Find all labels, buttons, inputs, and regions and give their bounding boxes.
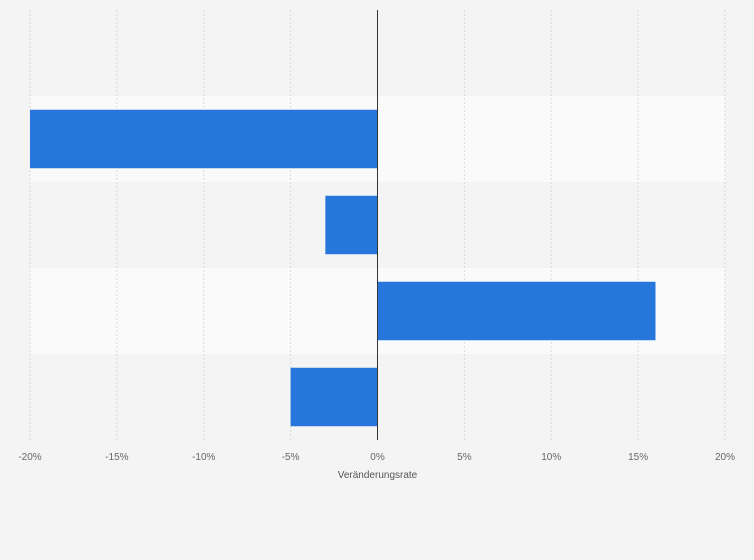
bar xyxy=(325,195,378,255)
x-tick-label: -20% xyxy=(18,452,41,463)
bar xyxy=(30,109,378,169)
x-tick-label: 5% xyxy=(457,452,472,463)
x-tick-label: -15% xyxy=(105,452,128,463)
x-tick-label: -5% xyxy=(282,452,300,463)
x-tick-label: 10% xyxy=(541,452,561,463)
x-axis-title: Veränderungsrate xyxy=(338,470,418,481)
x-tick-label: 0% xyxy=(370,452,385,463)
x-tick-label: 15% xyxy=(628,452,648,463)
bar xyxy=(377,281,656,341)
bars xyxy=(30,109,656,427)
x-tick-labels: -20% -15% -10% -5% 0% 5% 10% 15% 20% xyxy=(18,452,735,463)
x-tick-label: 20% xyxy=(715,452,735,463)
bar xyxy=(290,367,378,427)
x-tick-label: -10% xyxy=(192,452,215,463)
